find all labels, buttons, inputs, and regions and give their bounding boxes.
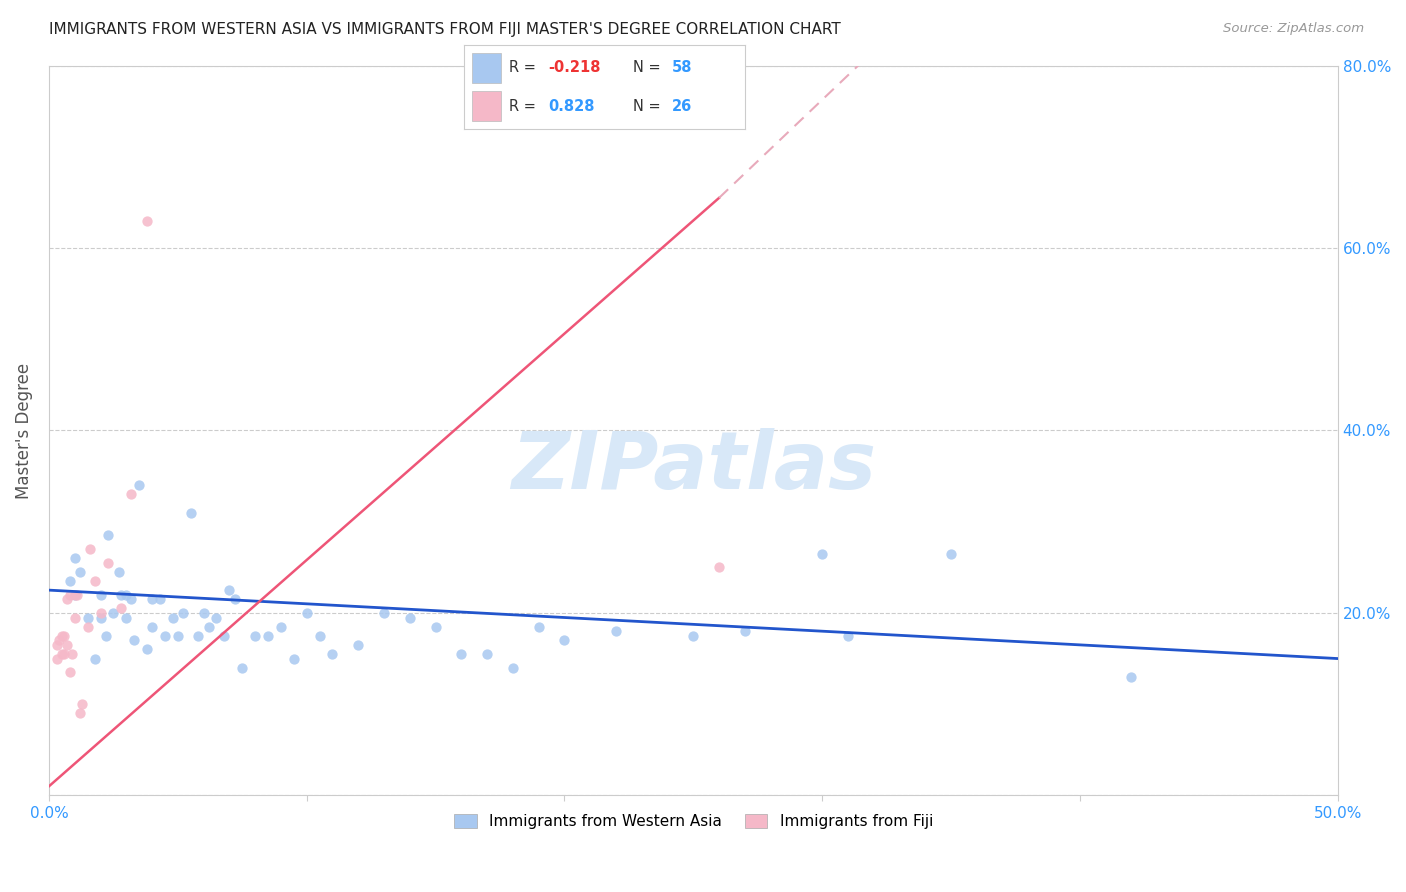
Point: [135, 642, 157, 657]
Point: [89, 588, 111, 602]
Point: [231, 661, 253, 675]
Text: R =: R =: [509, 61, 540, 76]
Point: [89, 610, 111, 624]
Point: [110, 601, 132, 615]
Point: [84, 574, 107, 588]
Text: 58: 58: [672, 61, 693, 76]
Point: [811, 547, 834, 561]
Point: [398, 610, 420, 624]
Point: [84, 651, 107, 665]
Point: [162, 610, 184, 624]
Point: [76, 619, 98, 633]
Point: [128, 478, 150, 492]
Point: [141, 592, 163, 607]
Point: [45, 651, 67, 665]
Point: [58, 588, 80, 602]
Point: [205, 610, 228, 624]
Point: [51, 647, 73, 661]
Text: N =: N =: [633, 98, 665, 113]
Point: [373, 606, 395, 620]
Point: [224, 592, 246, 607]
Point: [120, 592, 142, 607]
Point: [94, 629, 117, 643]
Point: [283, 651, 305, 665]
Point: [97, 528, 120, 542]
Point: [837, 629, 859, 643]
Point: [97, 556, 120, 570]
Point: [60, 647, 83, 661]
Point: [89, 606, 111, 620]
Text: N =: N =: [633, 61, 665, 76]
Point: [79, 542, 101, 557]
Point: [682, 629, 704, 643]
Point: [58, 574, 80, 588]
Point: [122, 633, 145, 648]
Point: [425, 619, 447, 633]
Text: R =: R =: [509, 98, 540, 113]
Point: [56, 638, 79, 652]
Point: [257, 629, 280, 643]
Point: [110, 588, 132, 602]
Legend: Immigrants from Western Asia, Immigrants from Fiji: Immigrants from Western Asia, Immigrants…: [447, 808, 939, 835]
Point: [69, 706, 91, 721]
Text: IMMIGRANTS FROM WESTERN ASIA VS IMMIGRANTS FROM FIJI MASTER'S DEGREE CORRELATION: IMMIGRANTS FROM WESTERN ASIA VS IMMIGRAN…: [49, 22, 841, 37]
Point: [475, 647, 498, 661]
Point: [553, 633, 575, 648]
Point: [107, 565, 129, 579]
Point: [56, 592, 79, 607]
Text: Source: ZipAtlas.com: Source: ZipAtlas.com: [1223, 22, 1364, 36]
Point: [450, 647, 472, 661]
FancyBboxPatch shape: [472, 91, 501, 120]
Point: [153, 629, 176, 643]
Point: [707, 560, 730, 574]
Point: [172, 606, 194, 620]
Point: [502, 661, 524, 675]
Point: [166, 629, 188, 643]
Point: [66, 588, 89, 602]
Point: [135, 213, 157, 227]
Point: [63, 588, 86, 602]
Point: [115, 610, 138, 624]
Point: [321, 647, 343, 661]
Point: [295, 606, 318, 620]
Text: 26: 26: [672, 98, 692, 113]
Point: [939, 547, 962, 561]
Point: [51, 629, 73, 643]
FancyBboxPatch shape: [472, 54, 501, 83]
Point: [53, 629, 76, 643]
Point: [605, 624, 627, 639]
Point: [63, 551, 86, 566]
Point: [141, 619, 163, 633]
Point: [187, 629, 209, 643]
Text: -0.218: -0.218: [548, 61, 600, 76]
Point: [243, 629, 266, 643]
Point: [218, 583, 240, 598]
Point: [149, 592, 172, 607]
Point: [308, 629, 330, 643]
Point: [76, 610, 98, 624]
Text: 0.828: 0.828: [548, 98, 595, 113]
Point: [197, 619, 219, 633]
Point: [45, 638, 67, 652]
Point: [69, 565, 91, 579]
Point: [270, 619, 292, 633]
Point: [115, 588, 138, 602]
Point: [212, 629, 235, 643]
Point: [347, 638, 370, 652]
Point: [103, 606, 125, 620]
Y-axis label: Master's Degree: Master's Degree: [15, 362, 32, 499]
Point: [180, 506, 202, 520]
Point: [63, 588, 86, 602]
Point: [63, 610, 86, 624]
Point: [734, 624, 756, 639]
Point: [72, 697, 94, 711]
Point: [53, 647, 76, 661]
Point: [193, 606, 215, 620]
Point: [120, 487, 142, 501]
Point: [1121, 670, 1143, 684]
Point: [527, 619, 550, 633]
Point: [48, 633, 70, 648]
Point: [58, 665, 80, 680]
Text: ZIPatlas: ZIPatlas: [510, 428, 876, 506]
